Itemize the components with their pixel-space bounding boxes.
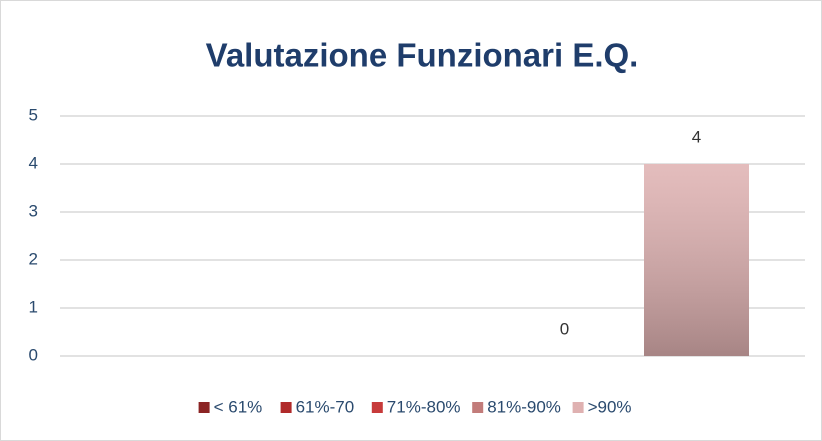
y-tick-label: 0 bbox=[29, 345, 38, 364]
legend-swatch bbox=[198, 402, 210, 413]
y-tick-label: 4 bbox=[29, 153, 38, 172]
legend-label: 61%-70 bbox=[296, 397, 355, 416]
y-tick-label: 1 bbox=[29, 297, 38, 316]
legend-swatch bbox=[371, 402, 383, 413]
data-label: 0 bbox=[560, 319, 569, 338]
legend-swatch bbox=[572, 402, 584, 413]
legend-label: 71%-80% bbox=[387, 397, 461, 416]
legend-label: 81%-90% bbox=[487, 397, 561, 416]
chart-title: Valutazione Funzionari E.Q. bbox=[206, 37, 639, 74]
y-tick-label: 3 bbox=[29, 201, 38, 220]
bar-shade bbox=[644, 164, 749, 356]
legend-label: < 61% bbox=[214, 397, 263, 416]
legend-label: >90% bbox=[588, 397, 632, 416]
y-tick-label: 5 bbox=[29, 105, 38, 124]
legend-swatch bbox=[472, 402, 484, 413]
legend-swatch bbox=[280, 402, 292, 413]
y-tick-label: 2 bbox=[29, 249, 38, 268]
data-label: 4 bbox=[692, 127, 701, 146]
